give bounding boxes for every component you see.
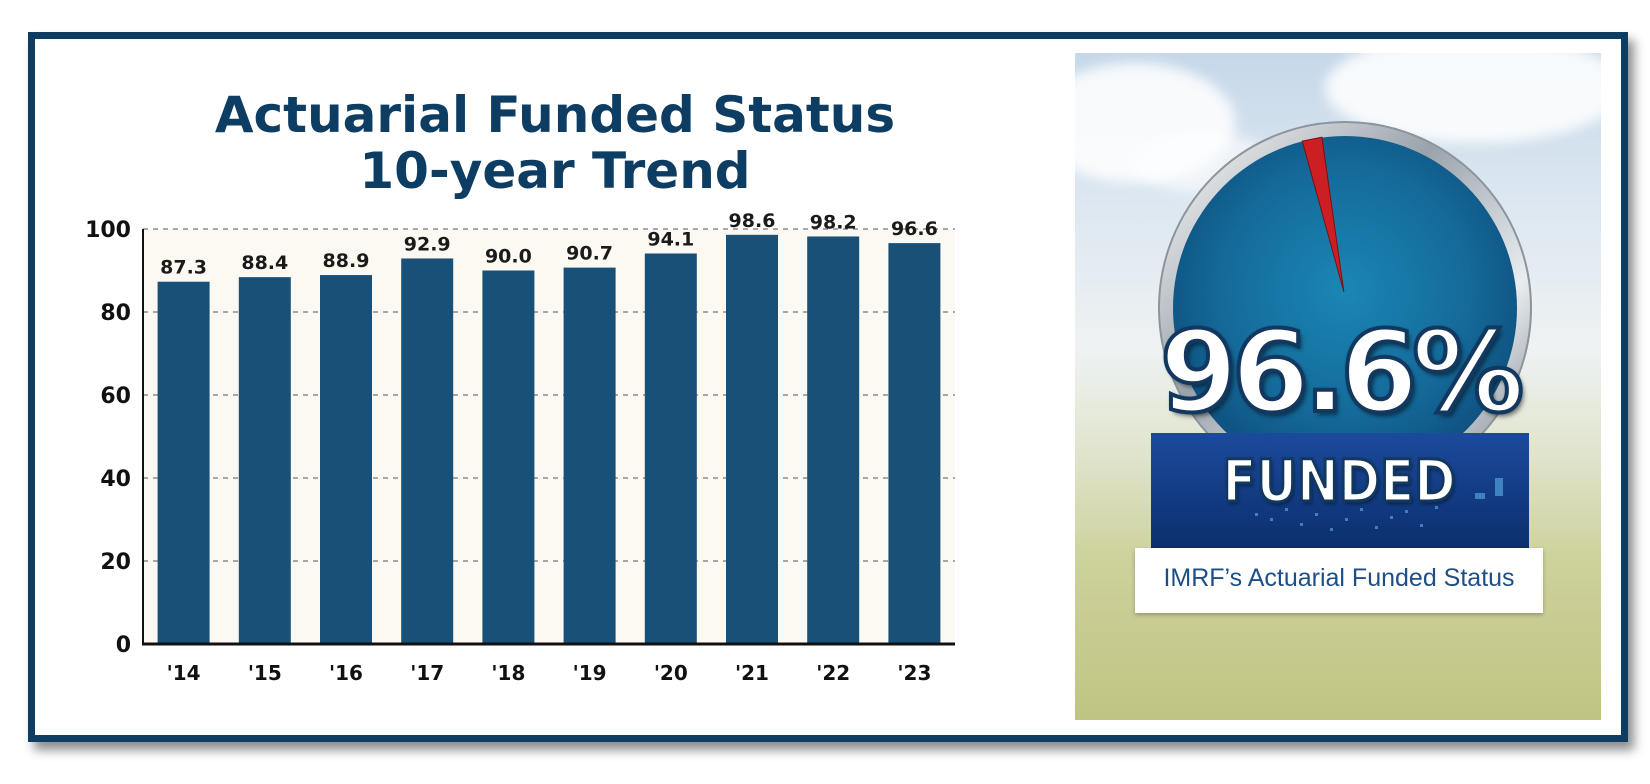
bar-value-label: 98.6	[729, 210, 776, 232]
bar	[157, 281, 210, 644]
bar-value-label: 88.4	[241, 252, 288, 274]
x-tick-label: '22	[816, 661, 850, 685]
card-footer: IMRF’s Actuarial Funded Status	[1135, 548, 1543, 613]
circuit-dots	[1255, 478, 1503, 531]
x-tick-label: '18	[491, 661, 525, 685]
bar-value-label: 98.2	[810, 211, 857, 233]
bar-value-label: 90.0	[485, 246, 532, 268]
bar	[726, 234, 778, 644]
chart-title-line-2: 10-year Trend	[359, 142, 751, 200]
card-caption: IMRF’s Actuarial Funded Status	[1163, 564, 1515, 592]
y-tick-label: 80	[100, 301, 131, 326]
bar	[888, 243, 941, 645]
y-tick-label: 100	[85, 218, 131, 243]
bar-chart: 0 20 40 60 80 100 87.3 '14 88.4 '15 88.9 '16 92.9 '17…	[85, 210, 955, 685]
y-tick-label: 60	[100, 384, 131, 409]
gauge-card: 96.6% FUNDED IMRF’s Actuarial Funded Sta…	[1135, 108, 1543, 653]
bar-value-label: 87.3	[160, 257, 207, 279]
bar	[644, 253, 697, 645]
x-tick-label: '15	[248, 661, 282, 685]
bar-value-label: 90.7	[566, 243, 613, 265]
x-tick-label: '21	[735, 661, 769, 685]
bar-value-label: 94.1	[647, 228, 694, 250]
bar	[238, 277, 291, 644]
funded-badge-panel: 96.6% FUNDED IMRF’s Actuarial Funded Sta…	[1075, 53, 1601, 720]
bar	[401, 258, 454, 644]
gauge-face	[1173, 136, 1517, 480]
x-tick-label: '17	[410, 661, 444, 685]
x-tick-label: '14	[167, 661, 201, 685]
funded-label: FUNDED	[1221, 447, 1457, 516]
bar-value-label: 96.6	[891, 218, 938, 240]
y-tick-label: 0	[116, 633, 131, 658]
bar-value-label: 88.9	[323, 250, 370, 272]
y-tick-label: 40	[100, 467, 131, 492]
bar	[563, 267, 616, 644]
x-tick-label: '19	[573, 661, 607, 685]
bar	[482, 270, 535, 644]
infographic-frame: Actuarial Funded Status 10-year Trend 0 2…	[28, 32, 1628, 742]
funded-percent: 96.6%	[1158, 308, 1527, 438]
gauge-needle	[1301, 136, 1345, 293]
chart-panel: Actuarial Funded Status 10-year Trend 0 2…	[35, 39, 1075, 735]
x-tick-label: '20	[654, 661, 688, 685]
bar-value-label: 92.9	[404, 233, 451, 255]
gauge-dial	[1151, 121, 1532, 548]
y-tick-label: 20	[100, 550, 131, 575]
bar	[807, 236, 860, 644]
bar	[320, 275, 372, 644]
chart-title-line-1: Actuarial Funded Status	[214, 86, 896, 144]
x-tick-label: '23	[897, 661, 931, 685]
gauge-lower-panel	[1151, 433, 1529, 548]
x-tick-label: '16	[329, 661, 363, 685]
